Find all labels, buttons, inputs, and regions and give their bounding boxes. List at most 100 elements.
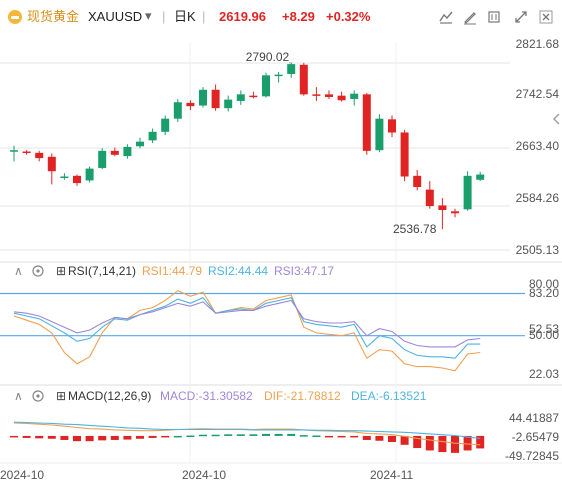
macd-bar (388, 435, 396, 442)
candle-up (463, 175, 472, 210)
date-axis-label: 2024-10 (0, 468, 44, 482)
candle-down (438, 205, 447, 211)
collapse-icon[interactable] (551, 112, 561, 128)
gear-icon[interactable] (32, 390, 44, 402)
price-change: +8.29 (282, 9, 315, 24)
candle-up (161, 118, 170, 132)
candle-up (199, 89, 207, 106)
macd-bar (362, 435, 371, 440)
candle-down (362, 94, 371, 151)
macd-bar (400, 435, 409, 445)
macd-bar (438, 435, 447, 453)
macd-value-label: MACD:-31.30582 (160, 389, 253, 403)
expand-icon[interactable] (513, 9, 529, 25)
chart-header: 现货黄金 XAUUSD ▾ | 日K | 2619.96 +8.29 +0.32… (0, 0, 562, 125)
macd-panel-header: ∧ ⊞ MACD(12,26,9) MACD:-31.30582 DIF:-21… (14, 389, 427, 403)
candle-down (249, 95, 258, 98)
candle-up (287, 64, 296, 74)
candle-up (262, 75, 270, 97)
candle-down (73, 175, 81, 184)
macd-bar (199, 434, 207, 437)
rsi-line-rsi3 (13, 299, 481, 348)
candle-up (148, 131, 157, 141)
price-axis-label: 2505.13 (516, 243, 560, 257)
macd-bar (161, 435, 170, 438)
candle-up (10, 150, 18, 152)
candle-down (400, 132, 409, 177)
macd-bar (325, 435, 333, 438)
dif-line (13, 422, 481, 446)
macd-bar (451, 435, 459, 453)
macd-bar (22, 435, 31, 438)
candle-down (413, 175, 422, 188)
draw-icon[interactable] (462, 9, 478, 25)
candle-up (98, 150, 107, 168)
candle-down (110, 150, 119, 155)
macd-bar (60, 435, 69, 440)
rsi2-label: RSI2:44.44 (208, 264, 268, 278)
candle-up (173, 102, 182, 119)
divider: | (202, 9, 206, 24)
symbol[interactable]: XAUUSD (88, 9, 143, 24)
date-axis-label: 2024-11 (370, 468, 413, 482)
macd-bar (375, 435, 384, 441)
rsi-params-label: RSI(7,14,21) (68, 264, 136, 278)
macd-checkbox-icon[interactable]: ⊞ (56, 389, 66, 403)
macd-bar (211, 434, 220, 437)
candle-up (60, 176, 69, 178)
candle-up (123, 146, 132, 157)
rsi-axis-label: 80.00 (529, 277, 559, 291)
macd-axis-label: -2.65479 (512, 430, 560, 444)
macd-bar (110, 435, 119, 440)
price-change-pct: +0.32% (326, 9, 371, 24)
dropdown-caret-icon[interactable]: ▾ (145, 8, 152, 23)
macd-bar (35, 435, 44, 439)
macd-bar (10, 435, 18, 438)
candle-down (388, 119, 396, 133)
dea-label: DEA:-6.13521 (351, 389, 427, 403)
timeframe-selector[interactable]: 日K (174, 9, 196, 24)
rsi-checkbox-icon[interactable]: ⊞ (56, 264, 66, 278)
rsi-axis-label: 22.03 (529, 367, 559, 381)
macd-bar (463, 435, 472, 451)
candle-up (274, 74, 283, 77)
dif-label: DIF:-21.78812 (264, 389, 341, 403)
macd-params-label: MACD(12,26,9) (68, 389, 151, 403)
macd-bar (249, 434, 258, 436)
macd-bar (148, 435, 157, 438)
rsi-panel-header: ∧ ⊞ RSI(7,14,21) RSI1:44.79 RSI2:44.44 R… (14, 264, 334, 278)
candle-up (375, 118, 384, 151)
rsi-axis-label: 50.00 (529, 328, 559, 342)
rsi-axis-label: 83.20 (529, 286, 559, 300)
candle-down (325, 94, 333, 97)
settings-icon[interactable] (486, 9, 502, 25)
price-axis-label: 2742.54 (516, 87, 560, 101)
candle-up (136, 141, 144, 147)
price-axis-label: 2663.40 (516, 139, 560, 153)
macd-bar (312, 435, 321, 438)
close-icon[interactable] (538, 9, 554, 25)
candle-down (425, 189, 434, 207)
gold-logo-icon (6, 9, 24, 29)
macd-bar (350, 435, 359, 438)
price-axis-label: 2584.26 (516, 191, 560, 205)
candle-down (312, 94, 321, 96)
instrument-name[interactable]: 现货黄金 (27, 9, 80, 24)
gear-icon[interactable] (32, 265, 44, 277)
collapse-icon[interactable]: ∧ (14, 389, 23, 403)
macd-bar (186, 435, 195, 438)
macd-bar (73, 435, 81, 442)
macd-bar (123, 435, 132, 440)
indicator-icon[interactable] (438, 9, 454, 25)
candle-up (236, 94, 245, 101)
collapse-icon[interactable]: ∧ (14, 264, 23, 278)
rsi-axis-label: 52.53 (529, 322, 559, 336)
macd-bar (136, 435, 144, 439)
rsi-line-rsi2 (13, 297, 481, 359)
macd-bar (224, 434, 233, 436)
candle-down (337, 95, 346, 101)
macd-bar (287, 433, 296, 436)
candle-down (211, 89, 220, 109)
date-axis-label: 2024-10 (182, 468, 226, 482)
